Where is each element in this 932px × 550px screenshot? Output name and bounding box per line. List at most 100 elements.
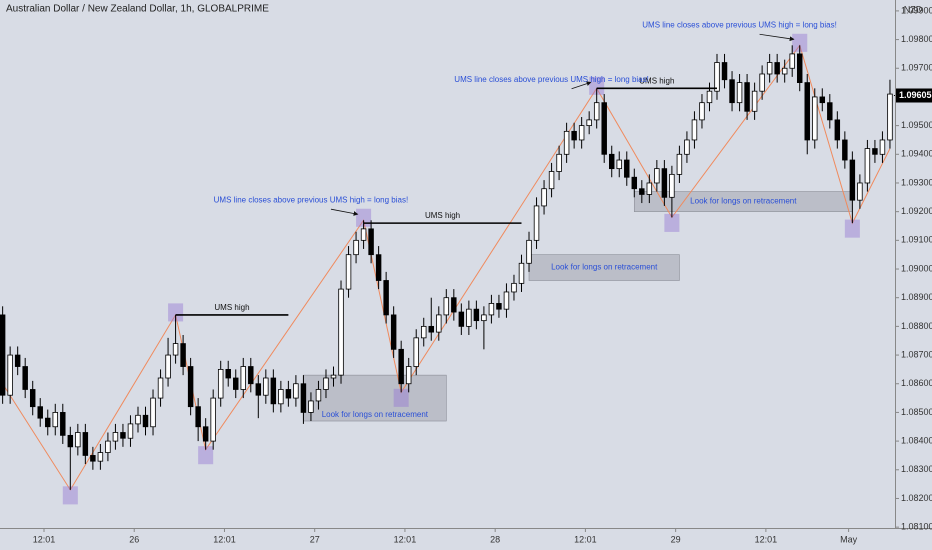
- candle-body: [503, 291, 510, 310]
- candle-body: [533, 205, 540, 241]
- candle-body: [624, 159, 630, 178]
- y-tick-label: 1.09800: [901, 34, 932, 44]
- pivot-marker: [589, 76, 605, 95]
- candles: [0, 45, 893, 490]
- candle-body: [120, 432, 126, 439]
- candle-body: [473, 308, 480, 322]
- candle-body: [52, 412, 59, 428]
- y-tick-label: 1.08500: [901, 407, 932, 417]
- candle-body: [293, 383, 299, 399]
- candle-body: [233, 377, 239, 390]
- candle-body: [413, 337, 419, 367]
- candle-body: [248, 366, 254, 385]
- pivot-marker: [62, 486, 78, 505]
- candle-body: [699, 102, 705, 121]
- candle-body: [488, 303, 495, 316]
- candle-body: [601, 102, 607, 155]
- candle-body: [751, 90, 758, 112]
- candle-body: [225, 368, 231, 379]
- currency-label: NZD: [904, 4, 923, 14]
- candle-body: [263, 377, 269, 396]
- candle-body: [315, 389, 322, 402]
- candle-body: [466, 308, 472, 327]
- y-tick-label: 1.08900: [901, 292, 932, 302]
- candle-body: [0, 314, 6, 396]
- candle-body: [586, 119, 592, 127]
- chart-title: Australian Dollar / New Zealand Dollar, …: [6, 4, 269, 15]
- y-tick-label: 1.09400: [901, 149, 932, 159]
- pivot-marker: [168, 303, 184, 322]
- candle-body: [789, 53, 795, 69]
- candle-body: [609, 153, 615, 170]
- y-tick-label: 1.09100: [901, 235, 932, 245]
- candle-body: [278, 389, 284, 405]
- candle-body: [571, 130, 577, 141]
- candle-body: [157, 377, 164, 399]
- candle-body: [390, 314, 397, 350]
- ums-high-label: UMS high: [425, 211, 460, 220]
- bias-arrow: [330, 208, 359, 216]
- candle-body: [300, 383, 307, 413]
- y-tick-label: 1.08600: [901, 378, 932, 388]
- pivot-marker: [844, 219, 860, 238]
- candle-body: [639, 188, 645, 195]
- candle-body: [812, 96, 818, 141]
- candle-body: [872, 148, 878, 155]
- y-tick-label: 1.08200: [901, 493, 932, 503]
- zone-label: Look for longs on retracement: [322, 410, 429, 419]
- x-tick-label: 12:01: [755, 534, 778, 544]
- candle-body: [443, 297, 450, 316]
- candle-body: [323, 377, 329, 390]
- candle-body: [90, 455, 96, 462]
- candle-body: [97, 452, 104, 462]
- y-tick-label: 1.09200: [901, 206, 932, 216]
- candle-body: [451, 297, 457, 313]
- candle-body: [240, 366, 246, 390]
- x-tick-label: 27: [310, 534, 320, 544]
- x-tick-label: 12:01: [394, 534, 417, 544]
- candle-body: [781, 67, 788, 75]
- candle-body: [729, 79, 735, 104]
- x-tick-label: 28: [490, 534, 500, 544]
- candle-body: [105, 440, 111, 453]
- candle-body: [849, 159, 856, 201]
- candle-body: [804, 82, 810, 141]
- candle-body: [285, 389, 292, 399]
- candle-body: [661, 168, 668, 198]
- bias-note: UMS line closes above previous UMS high …: [214, 195, 409, 204]
- candle-body: [857, 182, 863, 201]
- candle-body: [691, 119, 698, 141]
- candle-body: [172, 343, 179, 356]
- candle-body: [29, 389, 36, 408]
- candle-body: [496, 303, 502, 310]
- candle-body: [646, 182, 653, 195]
- x-tick-label: 26: [129, 534, 139, 544]
- candle-body: [353, 239, 359, 256]
- ums-high-label: UMS high: [639, 76, 674, 85]
- candle-body: [654, 168, 660, 184]
- candle-body: [345, 254, 352, 290]
- bias-note: UMS line closes above previous UMS high …: [642, 20, 837, 29]
- candle-body: [541, 188, 547, 207]
- candle-body: [67, 434, 74, 448]
- candle-body: [45, 417, 51, 428]
- candle-body: [187, 366, 194, 408]
- y-tick-label: 1.08400: [901, 435, 932, 445]
- candle-body: [330, 374, 337, 379]
- candle-body: [714, 62, 720, 92]
- candle-body: [255, 383, 262, 396]
- y-tick-label: 1.09700: [901, 63, 932, 73]
- candle-body: [135, 414, 141, 425]
- candle-body: [511, 282, 517, 293]
- candle-body: [150, 397, 156, 428]
- candle-body: [202, 426, 209, 442]
- candle-body: [383, 280, 389, 316]
- ums-high-label: UMS high: [214, 303, 249, 312]
- candle-body: [593, 102, 600, 121]
- candle-body: [759, 73, 765, 92]
- candle-body: [165, 354, 171, 379]
- candle-body: [548, 171, 555, 190]
- x-tick-label: May: [840, 534, 858, 544]
